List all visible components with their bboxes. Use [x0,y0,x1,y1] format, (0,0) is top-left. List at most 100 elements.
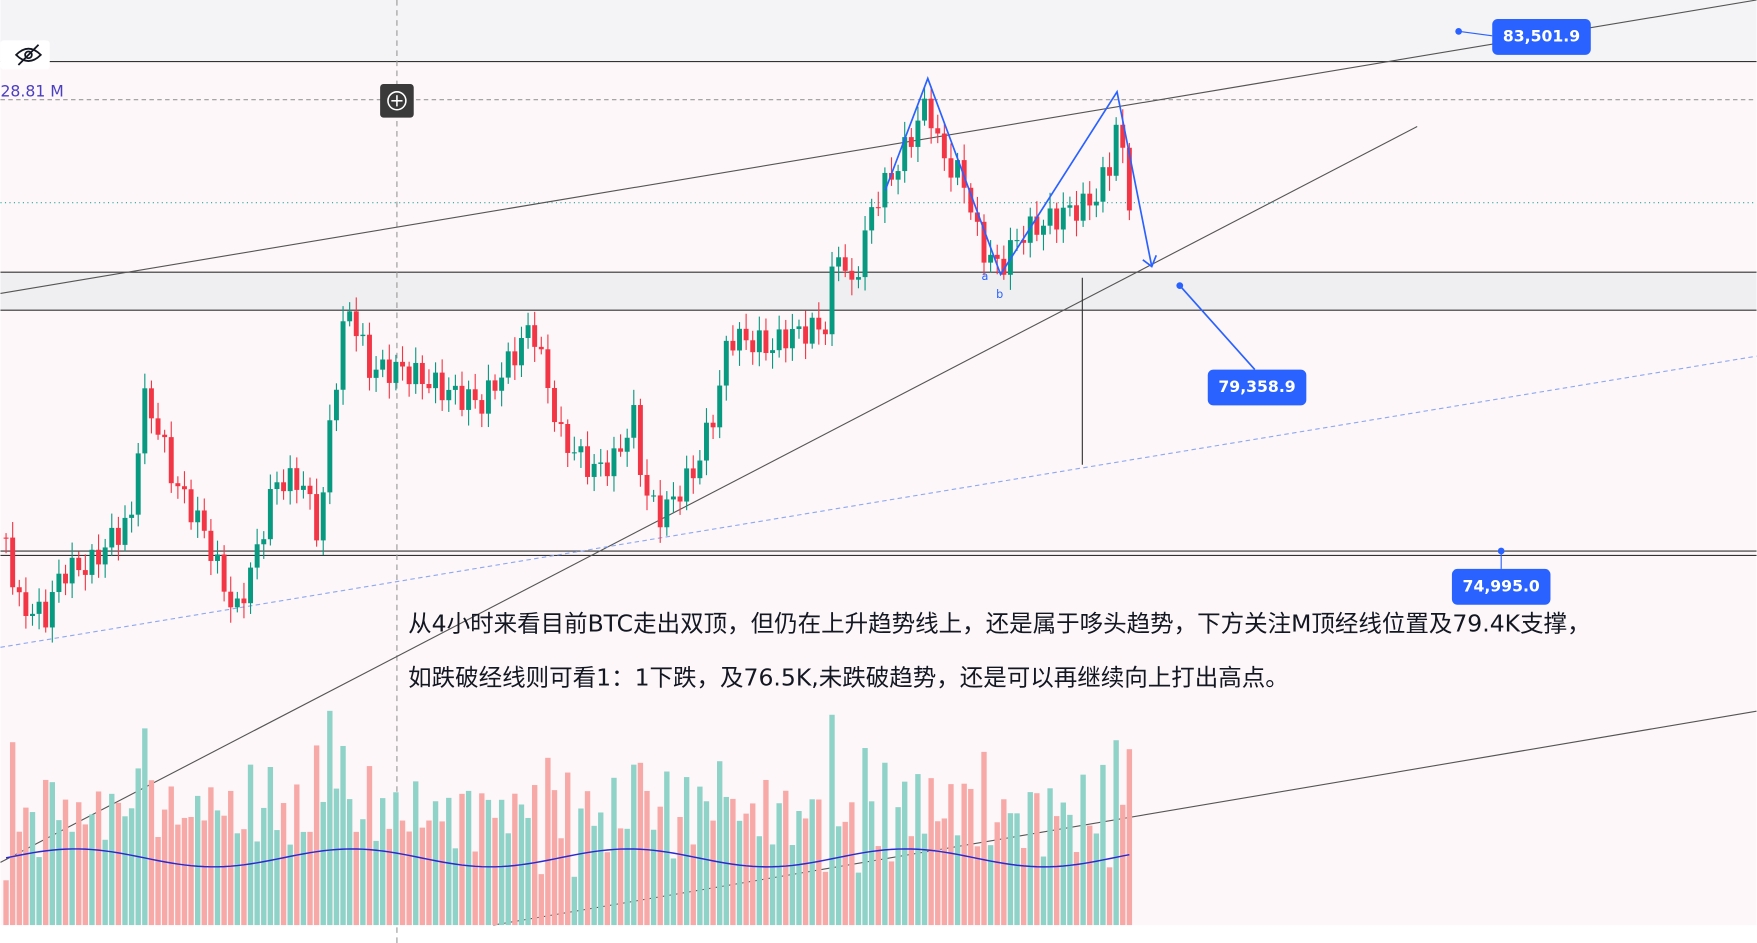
candle [1021,240,1027,243]
candle [908,137,914,147]
pattern-label: b [996,288,1003,301]
candle [228,591,234,608]
candle [1093,201,1099,206]
volume-bar [1126,749,1133,926]
candle [670,496,676,500]
range-band [0,272,1757,311]
volume-bar [717,761,723,926]
volume-bar [1120,804,1126,926]
volume-bar [829,714,835,926]
candle [737,328,742,351]
volume-bar [386,828,392,926]
candle [56,573,62,593]
volume-bar [327,710,333,926]
volume-bar [928,778,934,926]
volume-bar [9,742,16,926]
volume-bar [948,784,954,926]
candle [618,448,624,452]
volume-bar [479,793,485,926]
volume-bar [650,829,657,926]
candle [545,349,551,389]
candle [234,598,240,608]
volume-bar [538,874,544,926]
candle [287,468,293,492]
volume-bar [723,796,729,926]
candle [803,326,809,344]
volume-bar [1020,847,1027,926]
volume-bar [868,801,875,926]
volume-bar [432,801,439,926]
m-pattern [884,76,1153,277]
volume-bar [908,836,915,926]
volume-bar [56,820,62,926]
volume-bar [69,831,75,926]
candle [419,362,425,385]
candle [948,158,954,178]
candle [76,557,82,571]
candle [637,405,643,475]
candle [518,338,524,366]
candle [532,325,538,347]
volume-bar [161,809,168,926]
volume-bar [591,825,597,926]
candle [82,570,88,575]
volume-bar [617,828,624,926]
volume-bar [287,844,293,926]
candle [552,388,557,423]
volume-bar [783,790,789,926]
volume-bar [254,841,260,926]
volume-bar [545,757,551,926]
candle [347,311,353,322]
volume-bar [201,820,207,926]
volume-bar [360,819,366,926]
candle [499,377,505,391]
bottom-strip [0,925,1757,943]
volume-bar [604,852,611,926]
callout-dot [1455,27,1462,35]
volume-bar [399,820,406,926]
volume-bar [3,880,9,926]
volume-bar [261,807,267,926]
candle [380,359,386,370]
volume-bar [974,846,981,926]
candle [333,389,339,421]
candle [710,422,716,428]
candle [386,359,392,383]
candle [538,346,544,350]
volume-bar [512,793,518,926]
volume-bar [703,801,710,926]
candle [479,400,485,414]
candle [162,434,168,438]
candle [822,329,828,335]
volume-bar [736,820,743,926]
candle [300,485,306,490]
candle [353,311,359,337]
candle [994,254,1000,259]
candle [208,530,214,561]
candle [360,334,366,337]
volume-bar [95,791,102,926]
candle [750,340,756,353]
candle [598,462,604,464]
volume-bar [300,831,307,926]
top-band [0,0,1757,62]
candle [763,330,769,354]
volume-bar [816,799,822,926]
candle [30,613,35,616]
candle [63,573,68,584]
volume-bar [413,781,419,926]
volume-bar [802,818,809,926]
volume-bar [531,785,538,926]
volume-bar [452,848,459,926]
candle [16,587,22,593]
candle [201,510,207,531]
volume-bar [505,833,511,926]
candle [1074,205,1079,221]
candle [195,510,201,523]
candle [723,340,729,386]
volume-bar [49,782,55,926]
volume-bar [241,829,247,926]
volume-bar [941,818,948,926]
candle [730,340,736,351]
